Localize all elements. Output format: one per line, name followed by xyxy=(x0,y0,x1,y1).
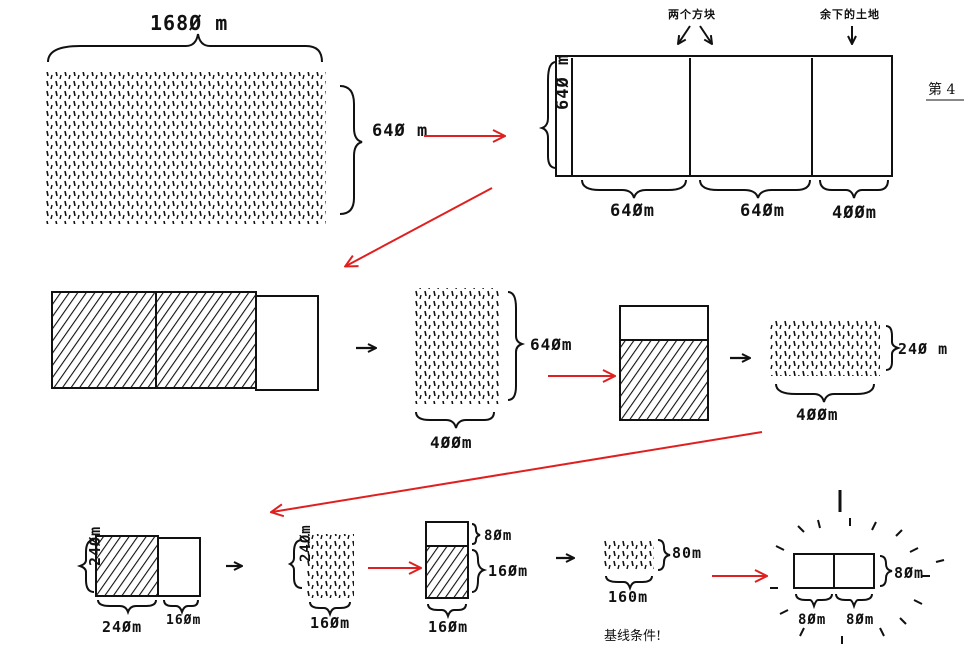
left-hatched-block xyxy=(95,535,159,597)
split-width-brace xyxy=(427,603,467,620)
remainder-block xyxy=(255,295,319,391)
final-width-label-2: 8Øm xyxy=(846,612,874,628)
left-remainder-label: 16Øm xyxy=(166,613,201,628)
left-remainder-block xyxy=(157,537,201,597)
field-height-brace xyxy=(339,85,363,215)
total-width-brace xyxy=(47,33,323,63)
left-width-label: 24Øm xyxy=(102,618,142,636)
final-width-brace-2 xyxy=(835,593,873,610)
left-remainder-brace xyxy=(163,599,199,616)
total-width-label: 168Ø m xyxy=(150,11,228,35)
remainder-width-brace xyxy=(415,411,495,429)
small-split-hatched xyxy=(425,545,469,599)
strip-width-label: 16Øm xyxy=(310,614,350,632)
blocks-outline xyxy=(555,55,893,177)
final-height-brace xyxy=(879,555,893,587)
final-square-1 xyxy=(793,553,835,589)
strip-height-brace xyxy=(287,539,303,589)
split-bottom-label: 16Øm xyxy=(488,562,528,580)
arrow-to-row-3 xyxy=(272,431,763,512)
dotted-field xyxy=(44,72,326,224)
block-width-label-1: 64Øm xyxy=(610,201,655,221)
small-height-brace xyxy=(657,539,671,571)
small-field xyxy=(604,540,654,570)
sub-field xyxy=(770,320,880,376)
sub-width-brace xyxy=(775,383,875,403)
blocks-side-label: 64Ø m xyxy=(553,54,573,110)
split-top-brace xyxy=(471,523,481,545)
blocks-side-brace xyxy=(538,61,557,169)
split-top-label: 8Øm xyxy=(484,528,512,544)
split-width-label: 16Øm xyxy=(428,618,468,636)
burst-lines xyxy=(770,518,945,644)
arrow-block-a xyxy=(678,25,691,44)
final-width-label-1: 8Øm xyxy=(798,612,826,628)
left-height-brace xyxy=(76,539,95,593)
strip-field xyxy=(306,534,354,598)
remainder-width-label: 4ØØm xyxy=(832,203,877,223)
sub-width-label: 4ØØm xyxy=(796,405,839,424)
hatched-block-1 xyxy=(51,291,157,389)
final-square-2 xyxy=(833,553,875,589)
remainder-field xyxy=(414,288,500,404)
small-width-label: 160m xyxy=(608,588,648,606)
small-width-brace xyxy=(605,575,653,592)
edge-text: 第 4 xyxy=(928,81,955,98)
block-brace-1 xyxy=(581,179,687,199)
block-width-label-2: 64Øm xyxy=(740,201,785,221)
arrow-to-row-2 xyxy=(346,187,493,266)
block-brace-2 xyxy=(699,179,811,199)
final-width-brace-1 xyxy=(795,593,833,610)
strip-width-brace xyxy=(309,601,351,618)
remainder-width-label: 4ØØm xyxy=(430,433,473,452)
annotation-two-blocks: 两个方块 xyxy=(668,7,716,21)
field-height-label: 64Ø m xyxy=(372,121,428,141)
split-block-hatched xyxy=(619,339,709,421)
remainder-height-label: 64Øm xyxy=(530,335,573,354)
base-case-label: 基线条件! xyxy=(604,628,661,644)
arrow-block-b xyxy=(699,25,712,44)
sub-height-label: 24Ø m xyxy=(898,340,948,358)
small-height-label: 80m xyxy=(672,544,702,562)
final-height-label: 8Øm xyxy=(894,564,924,582)
hatched-block-2 xyxy=(155,291,257,389)
split-bottom-brace xyxy=(471,549,488,593)
left-width-brace xyxy=(97,599,157,616)
remainder-brace xyxy=(819,179,889,199)
sub-height-brace xyxy=(885,325,902,371)
remainder-height-brace xyxy=(507,291,526,401)
annotation-remainder: 余下的土地 xyxy=(819,7,880,21)
